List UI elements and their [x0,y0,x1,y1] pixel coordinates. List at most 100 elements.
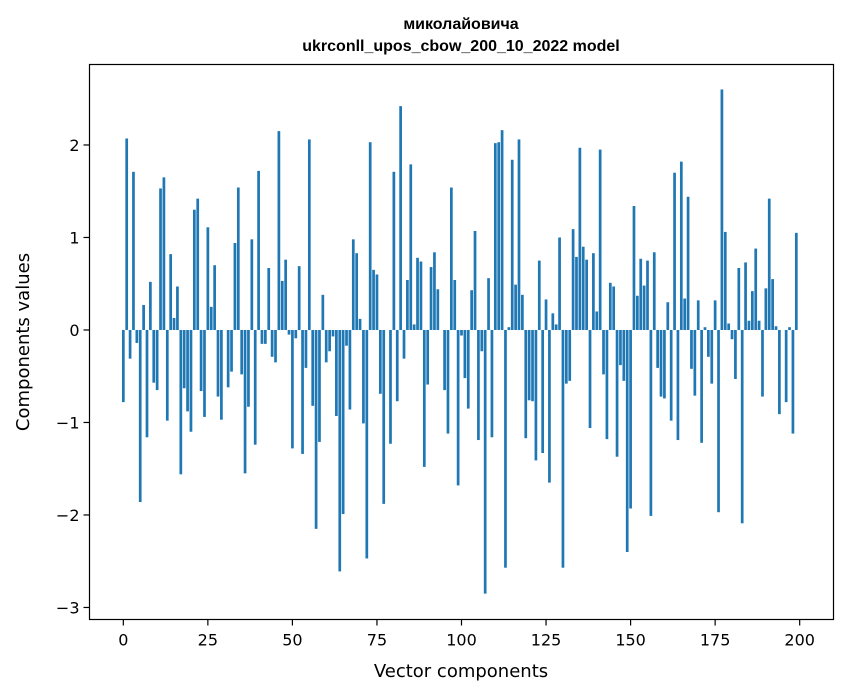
bar [301,329,304,454]
bar [554,324,558,330]
bar [642,285,646,330]
bar [707,329,710,357]
x-tick-label: 125 [531,631,562,650]
bar [253,329,257,445]
bar [696,300,700,330]
bar [602,329,605,375]
bar [477,329,480,441]
bar [422,329,426,467]
x-axis-ticks: 0 25 50 75 100 125 150 175 200 [118,619,815,650]
bar [169,254,173,330]
bar [335,329,338,416]
bar [710,329,714,384]
bar [243,329,247,474]
bar [426,329,430,385]
bar [307,139,311,330]
bar [541,329,545,453]
y-tick-label: 1 [69,228,79,247]
bar [761,329,764,397]
bar [632,206,636,330]
bar [490,329,494,438]
bar [125,138,129,330]
bar [392,171,396,330]
bar [172,317,176,330]
bar [690,329,693,369]
bar [561,329,565,568]
bar [274,329,277,363]
bar [625,329,629,552]
bar [402,329,406,359]
bar [230,329,233,372]
x-tick-label: 75 [367,631,387,650]
bar [328,329,331,352]
bar [767,198,771,330]
y-tick-label: 0 [69,321,79,340]
bar [612,286,616,330]
bar [280,280,284,330]
chart-title-line-2: ukrconll_upos_cbow_200_10_2022 model [302,38,619,55]
bar [629,329,632,509]
bar [372,269,375,330]
bar [264,329,267,344]
bar [666,302,670,330]
bar [162,177,166,330]
bar [192,209,196,330]
bar [358,318,362,330]
bar [324,329,328,363]
bar [652,252,656,330]
y-tick-label: −2 [56,506,80,525]
bar [456,329,460,486]
bar [517,139,521,330]
bar [693,329,697,396]
bar [345,329,348,346]
bar [578,147,582,330]
bar [450,187,453,330]
x-tick-label: 25 [198,631,218,650]
bar [436,289,440,330]
bar [592,253,595,330]
bar [504,329,507,568]
bar [321,294,325,330]
bar [473,231,477,330]
bar [199,329,203,392]
bar [260,329,264,344]
bar [460,329,463,336]
bar [395,329,399,402]
bar [419,261,423,330]
y-tick-label: −1 [56,413,80,432]
bar [247,329,250,407]
bar [338,329,342,572]
bar [159,188,162,330]
bar [138,329,142,503]
bar [216,329,220,397]
bar [581,246,585,330]
bar [470,290,473,330]
bar [179,329,183,475]
bar [355,253,359,330]
bar [463,329,467,379]
x-tick-label: 200 [784,631,815,650]
bar [348,329,352,410]
bar [267,268,271,330]
bar [608,282,612,330]
bar [514,284,517,330]
bar [588,329,592,429]
bar [649,329,653,516]
bar [571,229,575,330]
bar [446,329,450,434]
bar [294,329,298,339]
bar [331,329,335,337]
x-tick-label: 100 [446,631,477,650]
bar [507,327,511,330]
x-tick-label: 0 [118,631,128,650]
bar [189,329,193,432]
bar [730,329,734,340]
bar [429,267,433,330]
bar [595,311,599,330]
bar [412,324,416,330]
bar [220,329,223,420]
bar [544,299,548,330]
bar [669,329,673,421]
bar [250,239,254,330]
